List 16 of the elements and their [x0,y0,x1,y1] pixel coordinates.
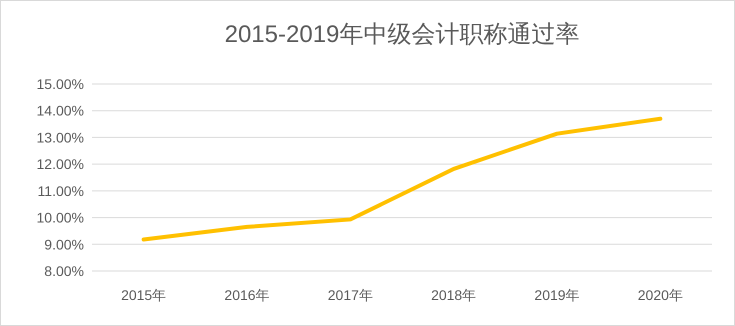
line-series [142,116,662,242]
chart-title: 2015-2019年中级会计职称通过率 [224,21,580,48]
y-tick-label: 8.00% [44,263,84,279]
x-tick-label: 2017年 [328,287,373,303]
y-tick-label: 14.00% [36,102,84,119]
y-tick-label: 11.00% [38,182,84,199]
y-tick-label: 12.00% [36,156,84,172]
y-tick-label: 13.00% [36,129,84,146]
x-tick-label: 2019年 [534,287,580,303]
x-tick-label: 2020年 [638,287,683,303]
x-tick-label: 2015年 [121,287,166,303]
y-tick-label: 15.00% [36,76,84,92]
y-tick-label: 9.00% [44,236,84,252]
y-tick-label: 10.00% [36,210,84,226]
x-tick-label: 2016年 [224,287,270,303]
x-tick-label: 2018年 [431,287,476,303]
